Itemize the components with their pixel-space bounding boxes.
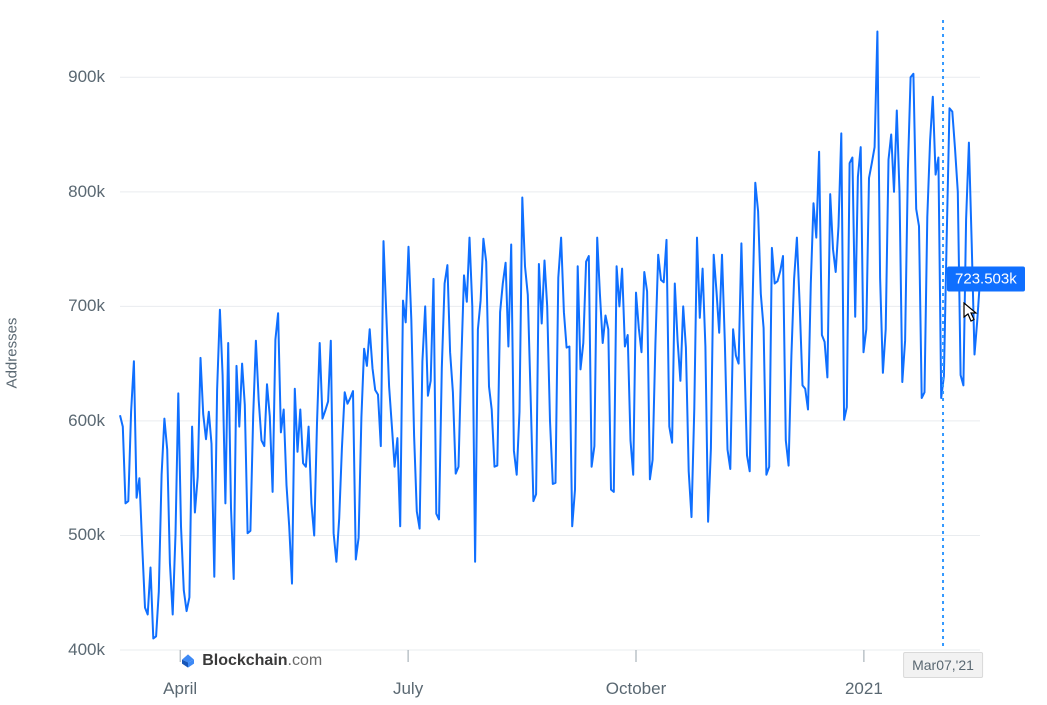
data-series-line [120,32,980,639]
x-tick-label: October [606,679,666,699]
x-tick-label: 2021 [845,679,883,699]
crosshair-date-badge: Mar07,'21 [903,652,983,678]
watermark-text-bold: Blockchain [202,652,287,669]
crosshair-value-badge: 723.503k [947,267,1025,292]
line-chart: Addresses 400k500k600k700k800k900k April… [0,0,1047,705]
chart-plot-area[interactable] [0,0,1047,705]
blockchain-watermark: Blockchain.com [180,652,322,670]
x-tick-label: April [163,679,197,699]
watermark-text-suffix: .com [288,652,323,669]
x-tick-label: July [393,679,423,699]
blockchain-logo-icon [180,653,196,669]
